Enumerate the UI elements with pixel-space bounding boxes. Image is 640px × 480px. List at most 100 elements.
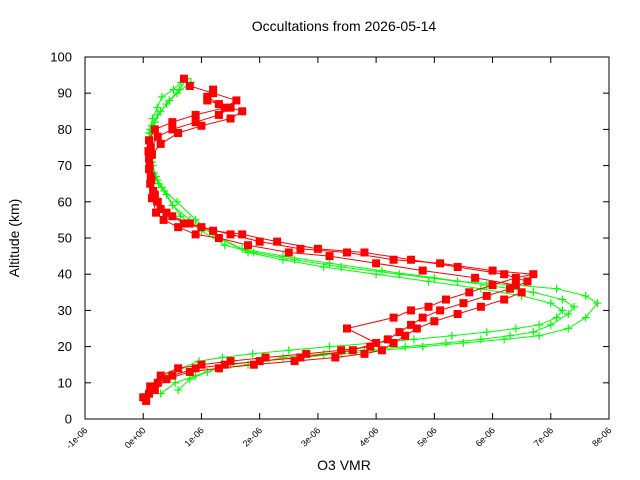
series-0-point — [157, 183, 166, 192]
x-tick-label: 4e-06 — [357, 425, 380, 448]
series-0-point — [482, 328, 491, 337]
series-1-point — [273, 237, 282, 246]
series-1-point — [284, 248, 293, 257]
series-1-point — [142, 396, 151, 405]
y-tick-label: 40 — [58, 267, 72, 282]
series-1-point — [168, 371, 177, 380]
series-1-point — [296, 353, 305, 362]
series-1-point — [430, 317, 439, 326]
series-1-point — [389, 338, 398, 347]
x-axis-label: O3 VMR — [317, 457, 371, 473]
series-1-point — [523, 277, 532, 286]
series-0-point — [171, 378, 180, 387]
series-1-point — [156, 139, 165, 148]
series-1-point — [156, 371, 165, 380]
series-1-point — [465, 288, 474, 297]
series-1-point — [407, 306, 416, 315]
series-1-point — [255, 237, 264, 246]
series-1-point — [197, 223, 206, 232]
series-1-point — [476, 302, 485, 311]
series-0-point — [546, 320, 555, 329]
series-1-point — [153, 197, 162, 206]
series-1-point — [197, 121, 206, 130]
series-0-point — [377, 266, 386, 275]
series-0-point — [290, 255, 299, 264]
series-1-point — [220, 103, 229, 112]
series-1-point — [383, 335, 392, 344]
series-0-point — [546, 299, 555, 308]
y-tick-label: 0 — [65, 412, 72, 427]
series-0-point — [401, 342, 410, 351]
x-tick-label: 2e-06 — [241, 425, 264, 448]
series-1-point — [152, 208, 161, 217]
series-0-point — [185, 375, 194, 384]
series-0-point — [153, 103, 162, 112]
series-1-point — [348, 346, 357, 355]
series-1-point — [418, 313, 427, 322]
series-1-point — [168, 125, 177, 134]
series-0-point — [441, 338, 450, 347]
series-1-point — [226, 103, 235, 112]
series-1-point — [232, 96, 241, 105]
series-1-profile-2-line — [148, 89, 534, 395]
series-1-point — [296, 244, 305, 253]
series-1-point — [436, 306, 445, 315]
series-0-point — [409, 335, 418, 344]
series-1-point — [389, 255, 398, 264]
series-0-point — [552, 284, 561, 293]
y-axis-label: Altitude (km) — [6, 199, 22, 278]
series-1-point — [174, 223, 183, 232]
series-1-point — [191, 110, 200, 119]
series-1-point — [453, 262, 462, 271]
series-0-point — [172, 197, 181, 206]
plot-frame — [84, 56, 610, 420]
series-1-point — [261, 353, 270, 362]
series-0-point — [395, 270, 404, 279]
series-0-point — [418, 342, 427, 351]
y-tick-label: 80 — [58, 122, 72, 137]
series-0-point — [506, 331, 515, 340]
series-0-point — [176, 212, 185, 221]
series-0-point — [153, 110, 162, 119]
series-0-point — [529, 328, 538, 337]
x-tick-label: 3e-06 — [299, 425, 322, 448]
series-1-point — [453, 310, 462, 319]
series-1-point — [482, 291, 491, 300]
series-1-point — [325, 252, 334, 261]
series-0-point — [249, 248, 258, 257]
series-1-point — [337, 346, 346, 355]
series-1-point — [517, 288, 526, 297]
series-1-point — [372, 338, 381, 347]
series-0-point — [552, 313, 561, 322]
series-0-point — [218, 353, 227, 362]
series-1-point — [459, 299, 468, 308]
y-tick-label: 90 — [58, 86, 72, 101]
series-0-point — [168, 201, 177, 210]
series-1-point — [500, 270, 509, 279]
series-1-point — [185, 219, 194, 228]
series-1-point — [174, 364, 183, 373]
series-1-point — [150, 386, 159, 395]
series-1-point — [343, 324, 351, 333]
series-1-point — [488, 281, 497, 290]
series-1-point — [389, 313, 398, 322]
data-layer — [139, 74, 602, 405]
x-tick-label: 1e-06 — [183, 425, 206, 448]
series-1-point — [313, 244, 322, 253]
series-0-point — [476, 335, 485, 344]
y-tick-label: 100 — [50, 50, 72, 65]
series-1-point — [214, 364, 223, 373]
series-1-point — [529, 270, 538, 279]
series-1-point — [209, 226, 218, 235]
series-0-point — [581, 313, 590, 322]
series-1-point — [146, 172, 155, 181]
series-1-point — [331, 353, 340, 362]
series-0-point — [278, 353, 287, 362]
series-0-point — [511, 324, 520, 333]
series-1-point — [147, 194, 156, 203]
series-1-point — [407, 255, 416, 264]
series-1-point — [424, 302, 433, 311]
series-1-point — [203, 96, 212, 105]
series-1-point — [226, 114, 235, 123]
